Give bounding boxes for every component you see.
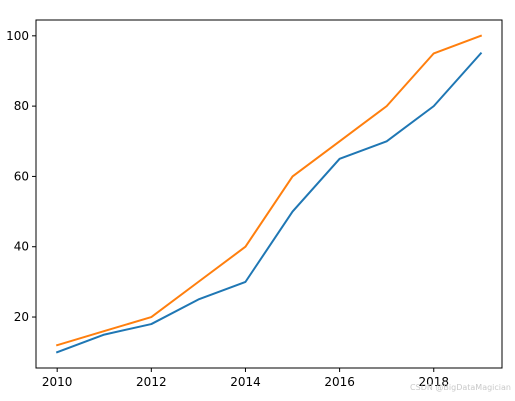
y-tick-label: 40 bbox=[14, 240, 29, 254]
series-line-1 bbox=[55, 51, 483, 354]
y-tick-label: 100 bbox=[6, 29, 29, 43]
x-tick-label: 2012 bbox=[136, 375, 167, 389]
series-line-2 bbox=[55, 34, 483, 347]
axes-layer: 2010 2012 2014 2016 2018 20 40 60 80 100 bbox=[6, 19, 503, 389]
y-tick-label: 20 bbox=[14, 310, 29, 324]
x-tick-label: 2016 bbox=[324, 375, 355, 389]
y-tick-label: 60 bbox=[14, 169, 29, 183]
plot-frame bbox=[35, 19, 503, 369]
x-tick-label: 2014 bbox=[230, 375, 261, 389]
x-tick-label: 2018 bbox=[418, 375, 449, 389]
x-tick-label: 2010 bbox=[42, 375, 73, 389]
series-layer bbox=[55, 34, 483, 354]
y-tick-label: 80 bbox=[14, 99, 29, 113]
watermark-text: CSDN @BigDataMagician bbox=[410, 383, 511, 392]
